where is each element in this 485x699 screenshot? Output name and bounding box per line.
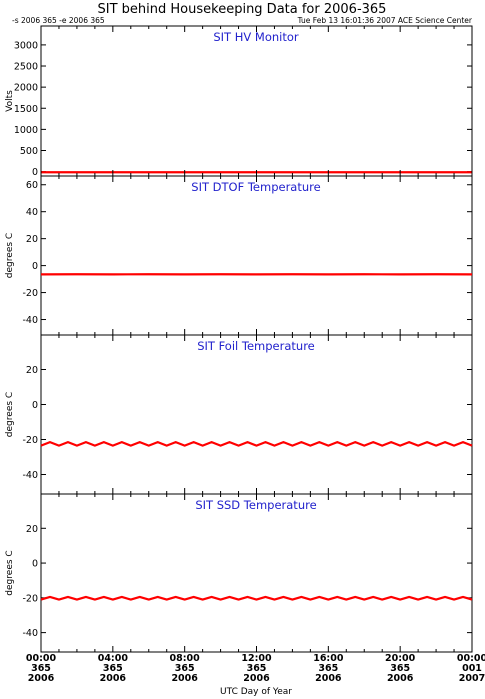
panel-title: SIT Foil Temperature <box>197 339 315 353</box>
x-tick-day: 001 <box>462 663 482 674</box>
x-tick-year: 2006 <box>100 673 127 684</box>
y-tick-label: 500 <box>20 146 38 157</box>
y-tick-label: -40 <box>22 628 38 639</box>
y-tick-label: 20 <box>26 524 38 535</box>
panel-frame <box>40 25 473 177</box>
panel-foil-temperature: -40 -20 0 20 degrees C SIT Foil Temperature <box>5 334 473 495</box>
x-tick-year: 2006 <box>387 673 414 684</box>
y-tick-label: 0 <box>32 261 38 272</box>
y-tick-label: 2000 <box>14 83 38 94</box>
panel-title: SIT DTOF Temperature <box>191 180 320 194</box>
y-tick-label: 0 <box>32 400 38 411</box>
y-axis-label: degrees C <box>5 392 15 437</box>
y-tick-label: -40 <box>22 315 38 326</box>
x-tick-time: 16:00 <box>313 653 344 664</box>
y-tick-label: -20 <box>22 593 38 604</box>
timestamp: Tue Feb 13 16:01:36 2007 ACE Science Cen… <box>297 16 473 25</box>
panel-title: SIT SSD Temperature <box>195 498 316 512</box>
figure-title: SIT behind Housekeeping Data for 2006-36… <box>98 2 387 17</box>
y-tick-label: 60 <box>26 180 38 191</box>
y-tick-label: 2500 <box>14 62 38 73</box>
x-tick-day: 365 <box>390 663 410 674</box>
x-tick-year: 2006 <box>243 673 270 684</box>
y-tick-label: -20 <box>22 288 38 299</box>
y-tick-label: 1500 <box>14 104 38 115</box>
range-text: -s 2006 365 -e 2006 365 <box>12 16 105 25</box>
y-tick-label: -40 <box>22 470 38 481</box>
panel-frame <box>40 493 473 653</box>
x-axis-label: UTC Day of Year <box>220 687 292 697</box>
y-tick-label: 0 <box>32 559 38 570</box>
panel-title: SIT HV Monitor <box>213 30 299 44</box>
panel-frame <box>40 334 473 495</box>
x-tick-year: 2006 <box>171 673 198 684</box>
panel-hv-monitor: 0 500 1000 1500 2000 2500 3000 Volts SIT HV Moni… <box>5 25 473 178</box>
x-tick-year: 2006 <box>315 673 342 684</box>
x-tick-time: 08:00 <box>170 653 201 664</box>
y-tick-label: 1000 <box>14 125 38 136</box>
x-tick-day: 365 <box>175 663 195 674</box>
y-tick-label: 3000 <box>14 40 38 51</box>
y-tick-label: 20 <box>26 365 38 376</box>
y-tick-label: 40 <box>26 207 38 218</box>
x-tick-day: 365 <box>247 663 267 674</box>
panel-dtof-temperature: -40 -20 0 20 40 60 degrees C SIT DTOF Temperatu… <box>5 175 473 336</box>
x-tick-time: 00:00 <box>26 653 57 664</box>
y-tick-label: -20 <box>22 435 38 446</box>
x-tick-day: 365 <box>31 663 51 674</box>
x-tick-time: 04:00 <box>98 653 129 664</box>
y-axis-label: degrees C <box>5 550 15 595</box>
x-tick-time: 12:00 <box>241 653 272 664</box>
panel-ssd-temperature: -40 -20 0 20 degrees C SIT SSD Temperature <box>5 493 473 653</box>
y-axis-label: degrees C <box>5 233 15 278</box>
y-axis-label: Volts <box>5 90 15 112</box>
x-tick-day: 365 <box>318 663 338 674</box>
x-tick-year: 2007 <box>459 673 485 684</box>
panel-frame <box>40 175 473 336</box>
y-tick-label: 20 <box>26 234 38 245</box>
series-line <box>40 441 473 447</box>
x-axis: 00:00365200604:00365200608:00365200612:0… <box>26 653 485 684</box>
x-tick-year: 2006 <box>28 673 55 684</box>
x-tick-day: 365 <box>103 663 123 674</box>
x-tick-time: 00:00 <box>457 653 485 664</box>
series-line <box>40 595 473 601</box>
x-tick-time: 20:00 <box>385 653 416 664</box>
y-tick-label: 0 <box>32 167 38 178</box>
